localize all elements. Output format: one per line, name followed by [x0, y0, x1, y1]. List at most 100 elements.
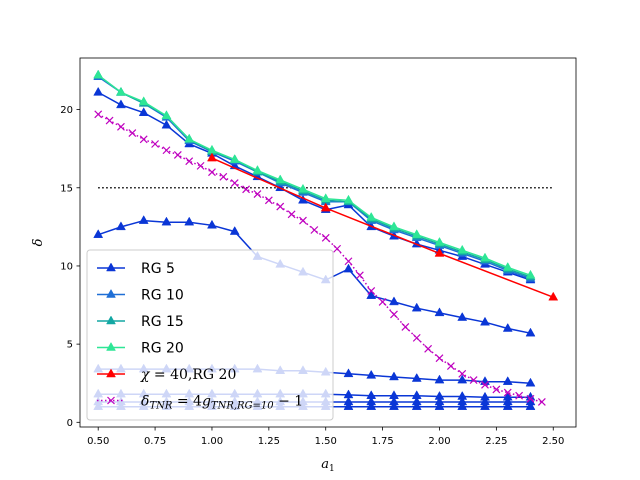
series-10-point-7 — [173, 151, 182, 159]
series-10-point-10 — [208, 168, 216, 177]
series-10-point-14 — [253, 190, 262, 198]
x-tick-label-1: 0.75 — [144, 436, 166, 447]
series-1-point-18 — [502, 322, 513, 332]
legend-marker-0 — [106, 262, 116, 272]
legend-label-4: χ = 40,RG 20 — [140, 367, 236, 383]
series-10-point-22 — [344, 257, 353, 266]
series-10-point-12-b — [230, 179, 239, 188]
series-5-point-19 — [525, 401, 536, 410]
series-8-point-16 — [457, 244, 468, 254]
series-8-point-4 — [184, 133, 195, 143]
series-8-point-2 — [138, 96, 149, 106]
x-tick-label-3: 1.25 — [258, 436, 280, 447]
series-10-point-35-b — [492, 385, 501, 394]
legend-label-1: RG 10 — [141, 288, 184, 304]
series-10-point-2-b — [117, 122, 125, 131]
series-1-point-17 — [480, 316, 490, 326]
series-10-point-6 — [162, 146, 171, 155]
series-2-point-13 — [389, 371, 399, 381]
series-9-point-1 — [320, 202, 331, 212]
series-2-point-12 — [366, 369, 377, 379]
series-8-point-19 — [525, 269, 536, 279]
series-10-point-30-b — [435, 354, 444, 363]
series-10-point-4 — [139, 135, 148, 144]
series-10-point-0 — [94, 110, 103, 119]
series-10-point-11-b — [219, 172, 228, 181]
series-10-point-14-b — [253, 190, 262, 198]
series-5-point-12 — [366, 401, 377, 410]
series-10-point-6-b — [162, 146, 171, 155]
series-5-point-16 — [457, 401, 468, 410]
legend-marker-4 — [106, 368, 116, 378]
series-10-point-16-b — [276, 202, 285, 211]
series-1-point-11 — [343, 263, 354, 273]
series-10-point-9-b — [196, 161, 205, 170]
series-0-point-0 — [93, 86, 104, 96]
series-1-point-19 — [525, 327, 536, 337]
series-10-point-1-b — [105, 116, 114, 125]
series-10-point-18 — [299, 216, 307, 225]
series-10-point-23-b — [355, 271, 364, 280]
series-10-point-23 — [355, 271, 364, 280]
series-10-point-34-b — [481, 380, 489, 389]
axes-frame — [79, 57, 577, 428]
axes: 0.50 0.75 1.00 1.25 1.50 1.75 2.00 2.25 2.50 0 5 10… — [31, 57, 577, 474]
series-0-point-2 — [138, 107, 149, 116]
series-10-point-18-b — [299, 216, 307, 225]
series-10-point-32-b — [458, 369, 467, 378]
series-10-point-12 — [230, 179, 239, 188]
y-tick-label-0: 0 — [67, 418, 73, 429]
series-5-point-11 — [343, 401, 354, 410]
legend: RG 5 RG 10 RG 15 RG 20 χ = 40,RG 20 δTNR = 4g… — [86, 249, 334, 421]
series-5-point-18 — [502, 401, 513, 410]
series-10-point-20-b — [321, 233, 330, 242]
series-10-point-29 — [424, 344, 433, 353]
x-tick-label-6: 2.00 — [428, 436, 450, 447]
series-10-point-27-b — [401, 323, 410, 331]
series-10-point-39-b — [537, 398, 546, 406]
series-10-point-24-b — [367, 287, 376, 295]
y-tick-label-2: 10 — [60, 261, 73, 272]
series-10-point-3-b — [128, 129, 137, 137]
x-axis-label-subscript: 1 — [329, 464, 335, 474]
series-1-point-0 — [93, 229, 104, 238]
series-10-point-8 — [185, 157, 194, 166]
series-10-point-31 — [446, 362, 455, 370]
series-10-point-25 — [378, 297, 387, 306]
x-tick-label-2: 1.00 — [201, 436, 223, 447]
series-line-8 — [97, 74, 531, 277]
series-10-point-32 — [458, 369, 467, 378]
series-10-point-34 — [481, 380, 489, 389]
series-10-point-13-b — [242, 185, 251, 194]
series-10-point-8-b — [185, 157, 194, 166]
series-10-point-29-b — [424, 344, 433, 353]
series-10-point-5-b — [151, 140, 160, 148]
series-10-point-25-b — [378, 297, 387, 306]
series-8-point-13 — [389, 221, 399, 231]
series-1-point-14 — [411, 302, 422, 312]
series-5-point-17 — [480, 401, 490, 410]
series-10-point-28 — [412, 333, 421, 342]
series-8-point-0 — [93, 69, 104, 79]
series-8-point-8 — [275, 174, 286, 184]
series-10-point-21-b — [333, 244, 342, 253]
series-10-point-30 — [435, 354, 444, 363]
series-8-point-1 — [116, 86, 126, 96]
series-10-point-1 — [105, 116, 114, 125]
series-5-point-15 — [434, 401, 445, 410]
series-10-point-22-b — [344, 257, 353, 266]
series-10-point-38-b — [526, 394, 535, 403]
series-2-point-18 — [502, 376, 513, 385]
series-8-point-9 — [298, 183, 308, 193]
series-10-point-39 — [537, 398, 546, 406]
legend-marker-2 — [106, 315, 116, 325]
legend-marker-3 — [106, 341, 116, 351]
series-10-point-15 — [264, 196, 273, 205]
x-tick-label-4: 1.50 — [315, 436, 337, 447]
legend-label-3: RG 20 — [141, 341, 184, 357]
legend-box — [86, 249, 334, 421]
legend-marker-5-b — [107, 396, 115, 405]
legend-marker-5 — [107, 396, 115, 405]
series-line-10 — [97, 113, 543, 403]
